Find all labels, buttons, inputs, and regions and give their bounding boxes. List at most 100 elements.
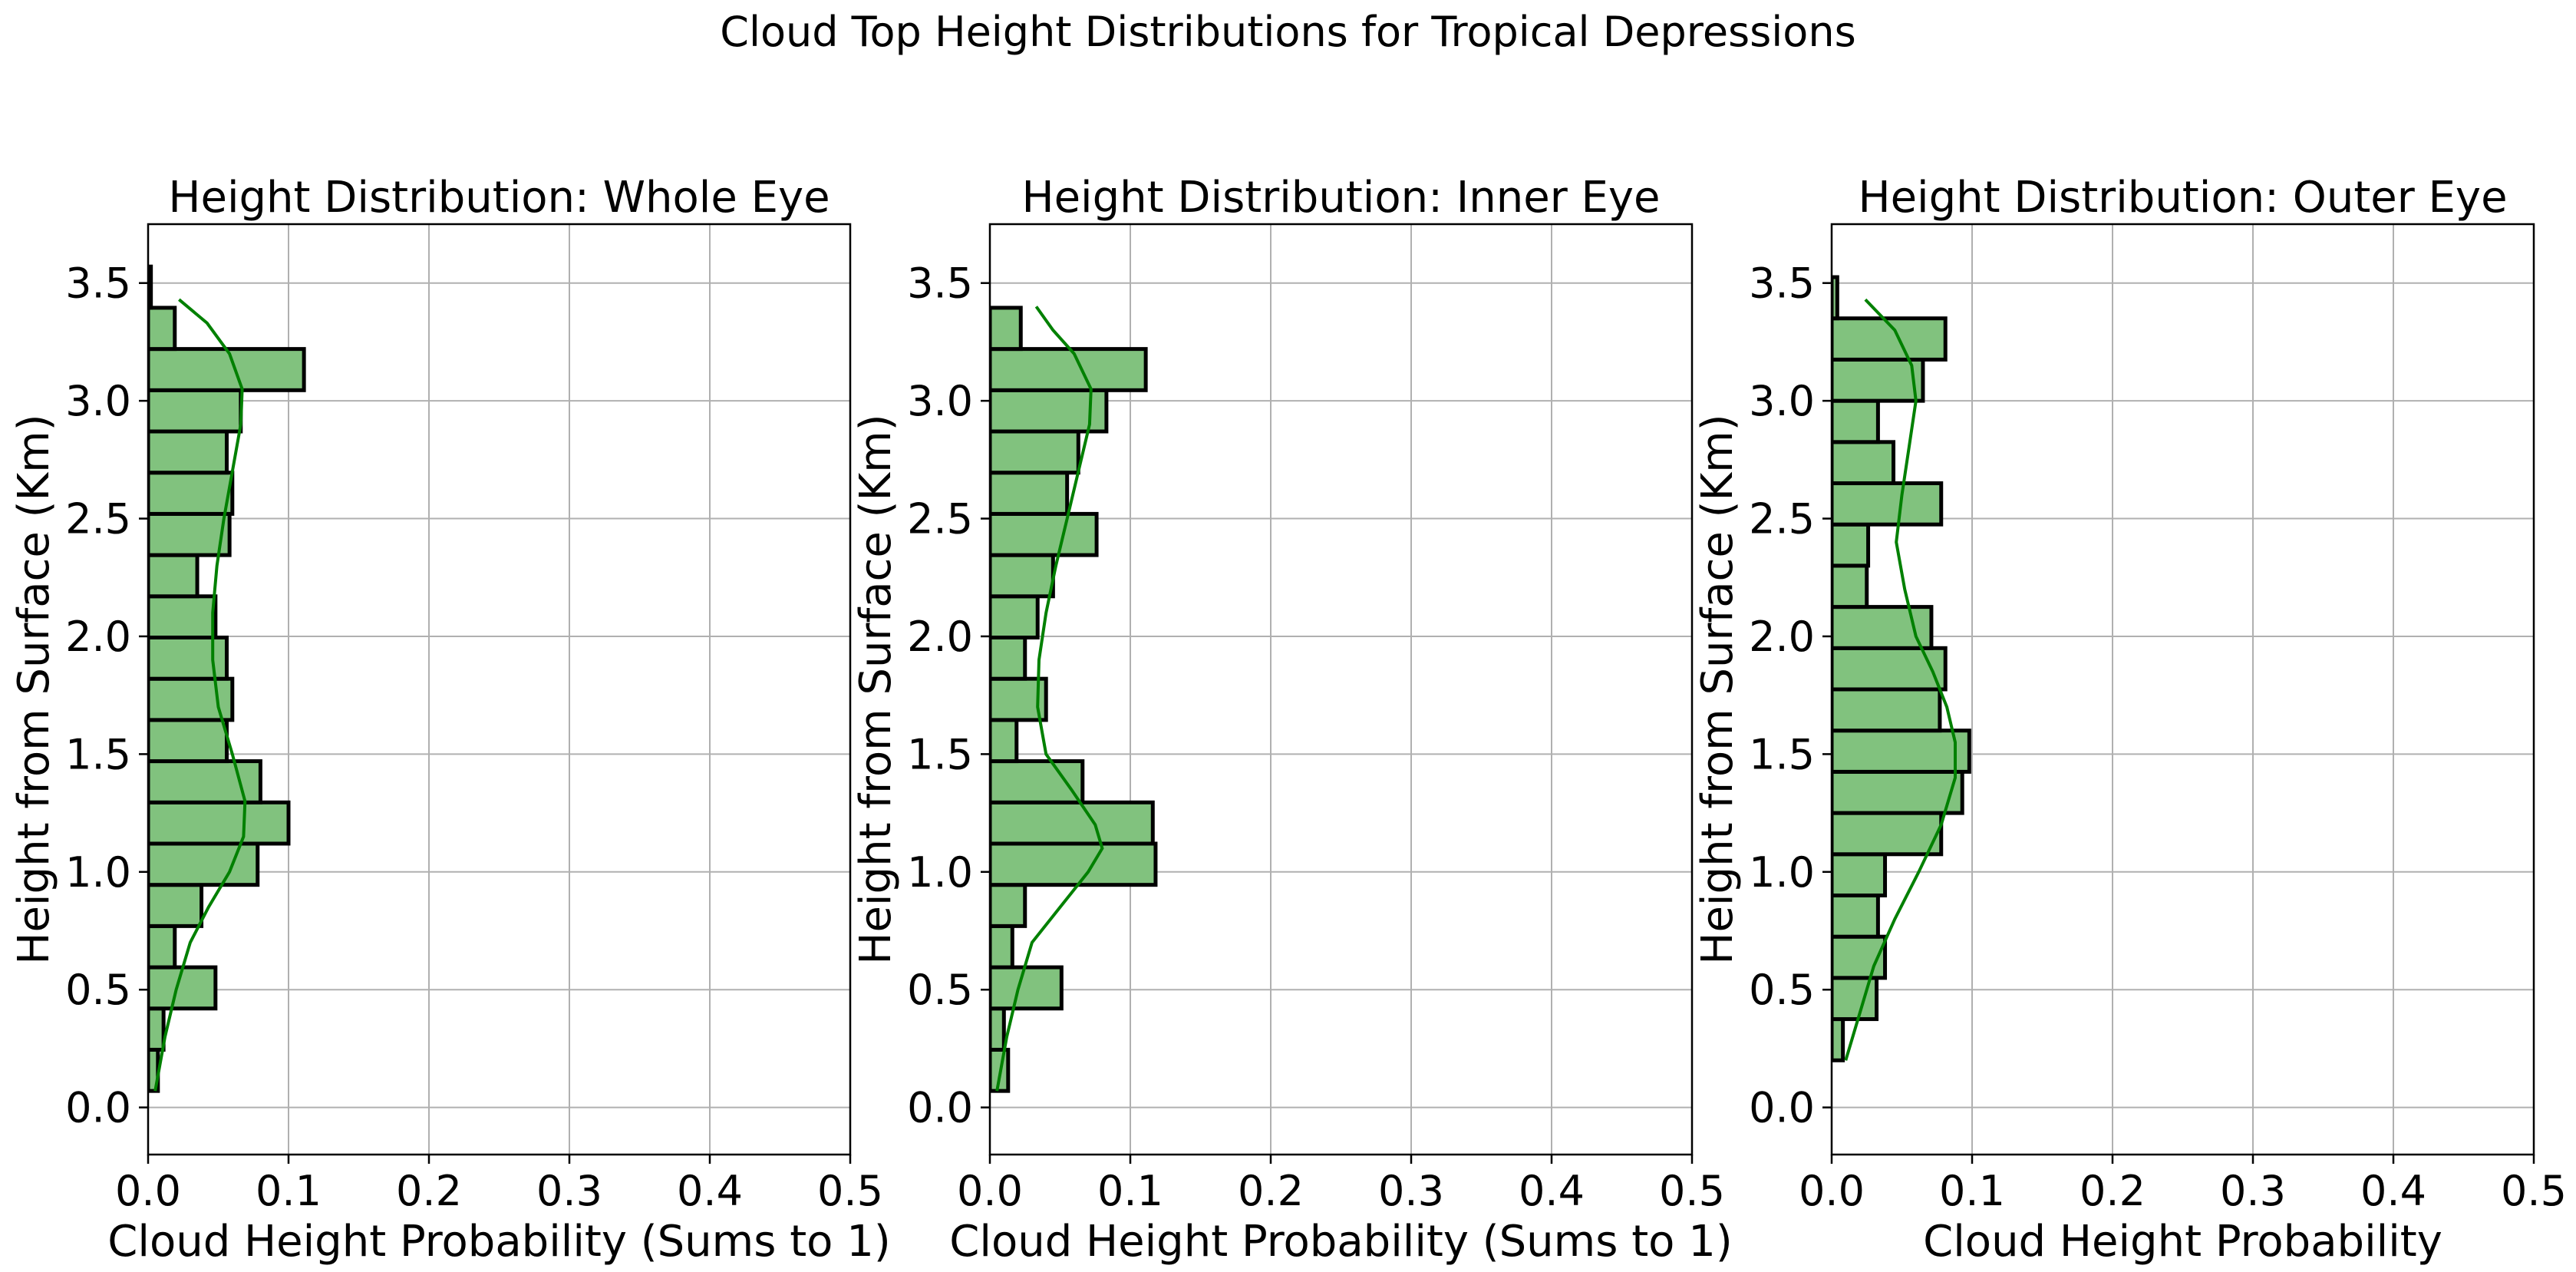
y-tick-label: 2.5 [1749, 495, 1815, 543]
histogram-bar [1832, 811, 1944, 857]
y-tick-label: 0.5 [907, 966, 973, 1014]
x-tick-label: 0.2 [2080, 1167, 2146, 1215]
axes-frame [147, 223, 852, 1156]
y-tick-label: 2.0 [907, 613, 973, 661]
histogram-bar [148, 471, 235, 516]
y-tick-label: 3.0 [65, 377, 131, 425]
subplot-whole-eye: 0.0 0.1 0.2 0.3 0.4 0.5 0.0 0.5 1.0 1.5 2.0 2.5 3.0 3… [9, 173, 891, 1267]
bars-whole-eye [148, 264, 306, 1093]
histogram-bar [990, 635, 1027, 681]
subplot-title: Height Distribution: Whole Eye [168, 173, 830, 223]
x-tick-label: 0.0 [957, 1167, 1023, 1215]
histogram-bar [148, 718, 229, 764]
histogram-bar [990, 841, 1158, 887]
histogram-bar [148, 923, 177, 970]
y-tick-label: 3.5 [907, 259, 973, 308]
histogram-bar [148, 306, 177, 352]
y-tick-label: 0.0 [907, 1084, 973, 1132]
histogram-bar [148, 594, 218, 639]
histogram-bar [990, 429, 1080, 475]
histogram-bar [1832, 398, 1880, 444]
y-axis-label: Height from Surface (Km) [851, 414, 901, 964]
x-tick-label: 0.5 [817, 1167, 883, 1215]
histogram-bar [148, 429, 229, 475]
histogram-bar [990, 306, 1023, 352]
histogram-bar [990, 883, 1027, 928]
histogram-bar [990, 759, 1085, 804]
kde-line [1844, 298, 1957, 1061]
x-tick-label: 0.0 [115, 1167, 181, 1215]
x-tick-label: 0.1 [1939, 1167, 2005, 1215]
histogram-bar [1832, 646, 1948, 692]
y-tick-label: 2.0 [1749, 613, 1815, 661]
subplot-inner-eye: 0.0 0.1 0.2 0.3 0.4 0.5 0.0 0.5 1.0 1.5 2.0 2.5 3.0 3… [851, 173, 1733, 1267]
y-tick-label: 0.5 [65, 966, 131, 1014]
histogram-bar [1832, 729, 1971, 774]
x-tick-label: 0.1 [256, 1167, 322, 1215]
y-tick-label: 0.5 [1749, 966, 1815, 1014]
histogram-bar [990, 347, 1148, 392]
histogram-bar [148, 347, 306, 392]
x-tick-label: 0.4 [677, 1167, 743, 1215]
histogram-bar [1832, 1017, 1845, 1062]
y-tick-label: 1.0 [1749, 848, 1815, 897]
histogram-bar [990, 594, 1040, 639]
x-tick-label: 0.5 [1659, 1167, 1725, 1215]
x-tick-label: 0.1 [1097, 1167, 1163, 1215]
histogram-bar [148, 511, 232, 557]
axes-frame [1830, 223, 2535, 1156]
x-axis-label: Cloud Height Probability (Sums to 1) [949, 1217, 1732, 1267]
x-tick-label: 0.3 [2220, 1167, 2286, 1215]
y-tick-label: 2.0 [65, 613, 131, 661]
figure-suptitle: Cloud Top Height Distributions for Tropi… [720, 8, 1856, 56]
y-tick-label: 3.0 [1749, 377, 1815, 425]
histogram-bar [990, 511, 1099, 557]
histogram-bar [1832, 275, 1839, 321]
histogram-bar [1832, 563, 1869, 610]
histogram-bar [990, 718, 1019, 764]
y-tick-label: 1.0 [65, 848, 131, 897]
histogram-bar [148, 388, 243, 434]
histogram-bar [1832, 357, 1925, 403]
histogram-bar [148, 1006, 166, 1052]
histogram-bar [1832, 481, 1944, 527]
x-tick-label: 0.3 [1378, 1167, 1444, 1215]
y-axis-label: Height from Surface (Km) [9, 414, 59, 964]
histogram-bar [990, 388, 1109, 434]
y-tick-label: 1.0 [907, 848, 973, 897]
y-tick-label: 3.5 [65, 259, 131, 308]
y-tick-label: 0.0 [65, 1084, 131, 1132]
histogram-bar [1832, 687, 1942, 733]
x-axis-label: Cloud Height Probability [1923, 1217, 2442, 1267]
histogram-bar [1832, 769, 1964, 815]
histogram-bar [1832, 605, 1934, 650]
histogram-bar [990, 800, 1155, 846]
y-tick-label: 0.0 [1749, 1084, 1815, 1132]
axes-frame [988, 223, 1694, 1156]
kde-line [153, 298, 247, 1092]
x-tick-label: 0.5 [2501, 1167, 2567, 1215]
x-tick-label: 0.4 [2360, 1167, 2426, 1215]
y-tick-label: 2.5 [907, 495, 973, 543]
histogram-bar [148, 264, 153, 310]
histogram-bar [1832, 440, 1896, 486]
histogram-bar [990, 923, 1014, 970]
histogram-bar [148, 883, 204, 928]
x-tick-label: 0.2 [396, 1167, 462, 1215]
histogram-bar [148, 553, 200, 599]
subplot-outer-eye: 0.0 0.1 0.2 0.3 0.4 0.5 0.0 0.5 1.0 1.5 2.0 2.5 3.0 3… [1693, 173, 2567, 1267]
x-tick-label: 0.0 [1799, 1167, 1865, 1215]
histogram-bar [990, 965, 1064, 1011]
histogram-bar [990, 553, 1055, 599]
x-tick-label: 0.3 [536, 1167, 602, 1215]
histogram-bar [148, 841, 260, 887]
kde-line [995, 306, 1104, 1092]
histogram-bar [1832, 522, 1871, 568]
subplot-title: Height Distribution: Outer Eye [1858, 173, 2507, 223]
y-axis-label: Height from Surface (Km) [1693, 414, 1743, 964]
y-tick-label: 1.5 [907, 730, 973, 778]
y-tick-label: 3.5 [1749, 259, 1815, 308]
x-axis-label: Cloud Height Probability (Sums to 1) [107, 1217, 890, 1267]
x-tick-label: 0.2 [1238, 1167, 1304, 1215]
